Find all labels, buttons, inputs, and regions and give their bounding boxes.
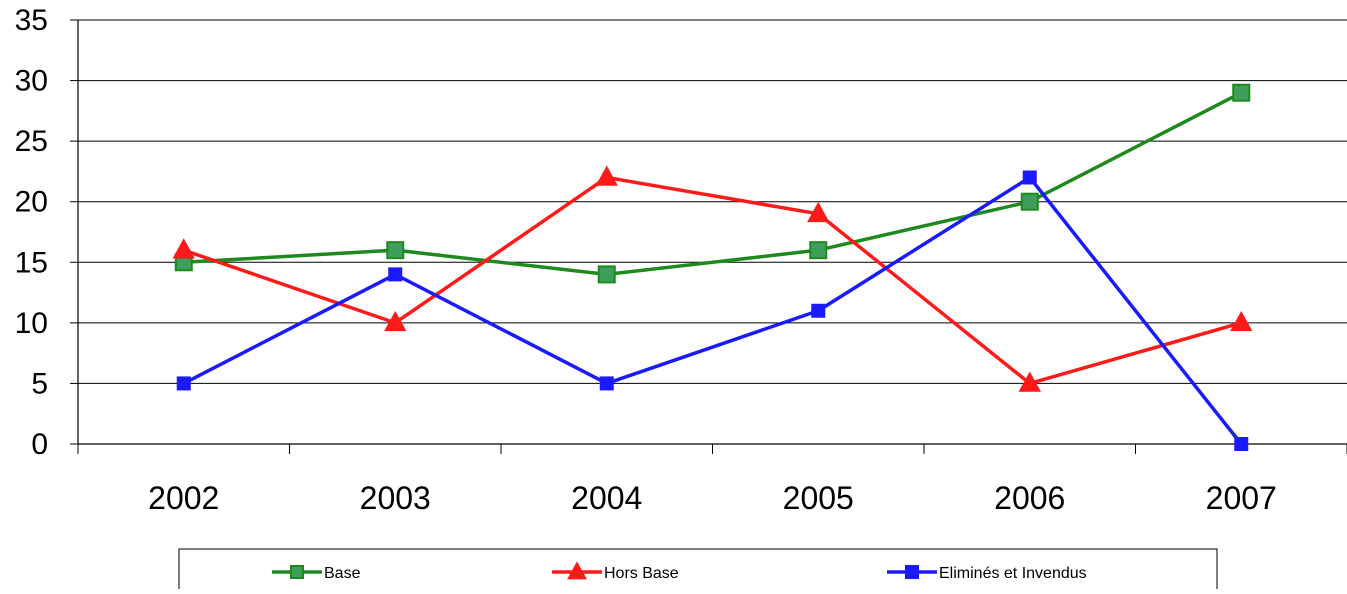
data-point [811, 303, 826, 318]
legend-label: Base [324, 565, 361, 582]
legend-label: Eliminés et Invendus [939, 565, 1087, 582]
data-point [1234, 437, 1249, 451]
data-point [807, 201, 830, 223]
legend-item: Hors Base [552, 561, 679, 582]
series-line [183, 91, 1243, 277]
x-tick-label: 2003 [360, 480, 431, 516]
legend-label: Hors Base [604, 565, 679, 582]
series-line [183, 175, 1242, 386]
y-tick-label: 5 [31, 367, 48, 400]
series-elimines-et-invendus [176, 170, 1249, 451]
data-point [809, 241, 828, 260]
data-point [1022, 170, 1037, 185]
y-tick-label: 25 [15, 125, 48, 158]
x-tick-label: 2002 [148, 480, 219, 516]
legend-marker [567, 561, 587, 580]
data-point [599, 376, 614, 391]
axis-layer: 0 5 10 15 20 25 30 35 2002 2003 2004 2005 2006 2007 [15, 4, 1347, 516]
data-point [388, 267, 403, 282]
legend-marker [905, 565, 919, 579]
data-point [384, 310, 407, 332]
y-tick-label: 20 [15, 186, 48, 219]
x-tick-label: 2005 [783, 480, 854, 516]
series-layer [172, 83, 1253, 451]
series-hors-base [172, 165, 1253, 392]
legend-marker [290, 565, 304, 579]
data-point [1230, 310, 1253, 332]
x-tick-label: 2006 [994, 480, 1065, 516]
data-point [176, 376, 191, 391]
legend-item: Base [272, 565, 361, 582]
series-line [182, 175, 1243, 446]
grid-layer [78, 19, 1347, 384]
data-point [595, 165, 618, 186]
y-tick-label: 35 [15, 4, 48, 37]
y-tick-label: 15 [15, 246, 48, 279]
data-point [597, 265, 616, 284]
x-tick-label: 2007 [1206, 480, 1277, 516]
data-point [1232, 83, 1251, 102]
x-tick-label: 2004 [571, 480, 642, 516]
data-point [1020, 192, 1039, 211]
legend-item: Eliminés et Invendus [887, 565, 1087, 582]
data-point [172, 238, 195, 259]
data-point [1018, 371, 1041, 392]
y-tick-label: 10 [15, 307, 48, 340]
y-tick-label: 0 [31, 428, 48, 461]
legend-box [178, 548, 1218, 594]
y-tick-label: 30 [15, 65, 48, 98]
data-point [386, 241, 405, 260]
legend: Base Hors Base Eliminés et Invendus [178, 548, 1218, 594]
